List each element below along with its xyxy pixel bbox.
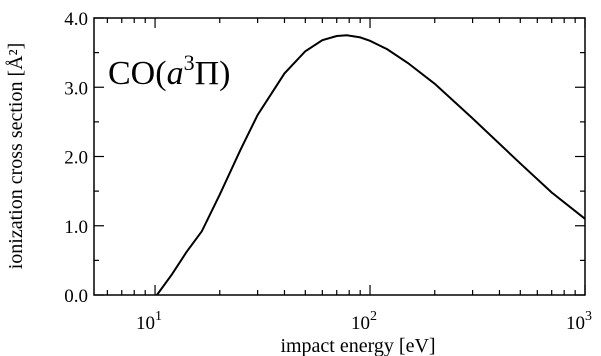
x-tick-label: 102 [351,309,377,334]
x-tick-label: 103 [566,309,592,334]
y-tick-label: 2.0 [64,148,88,169]
y-tick-label: 3.0 [64,78,88,99]
y-tick-label: 4.0 [64,9,88,30]
tick-labels: 0.0 1.0 2.0 3.0 4.0 101 102 103 [64,9,592,334]
y-tick-label: 0.0 [64,286,88,307]
series-line [156,34,586,296]
annotation-label: CO(a3Π) [108,50,230,92]
ticks [94,17,586,296]
y-axis-label: ionization cross section [Å²] [5,43,27,270]
x-axis-label: impact energy [eV] [280,335,435,356]
y-tick-label: 1.0 [64,217,88,238]
x-tick-label: 101 [136,309,162,334]
